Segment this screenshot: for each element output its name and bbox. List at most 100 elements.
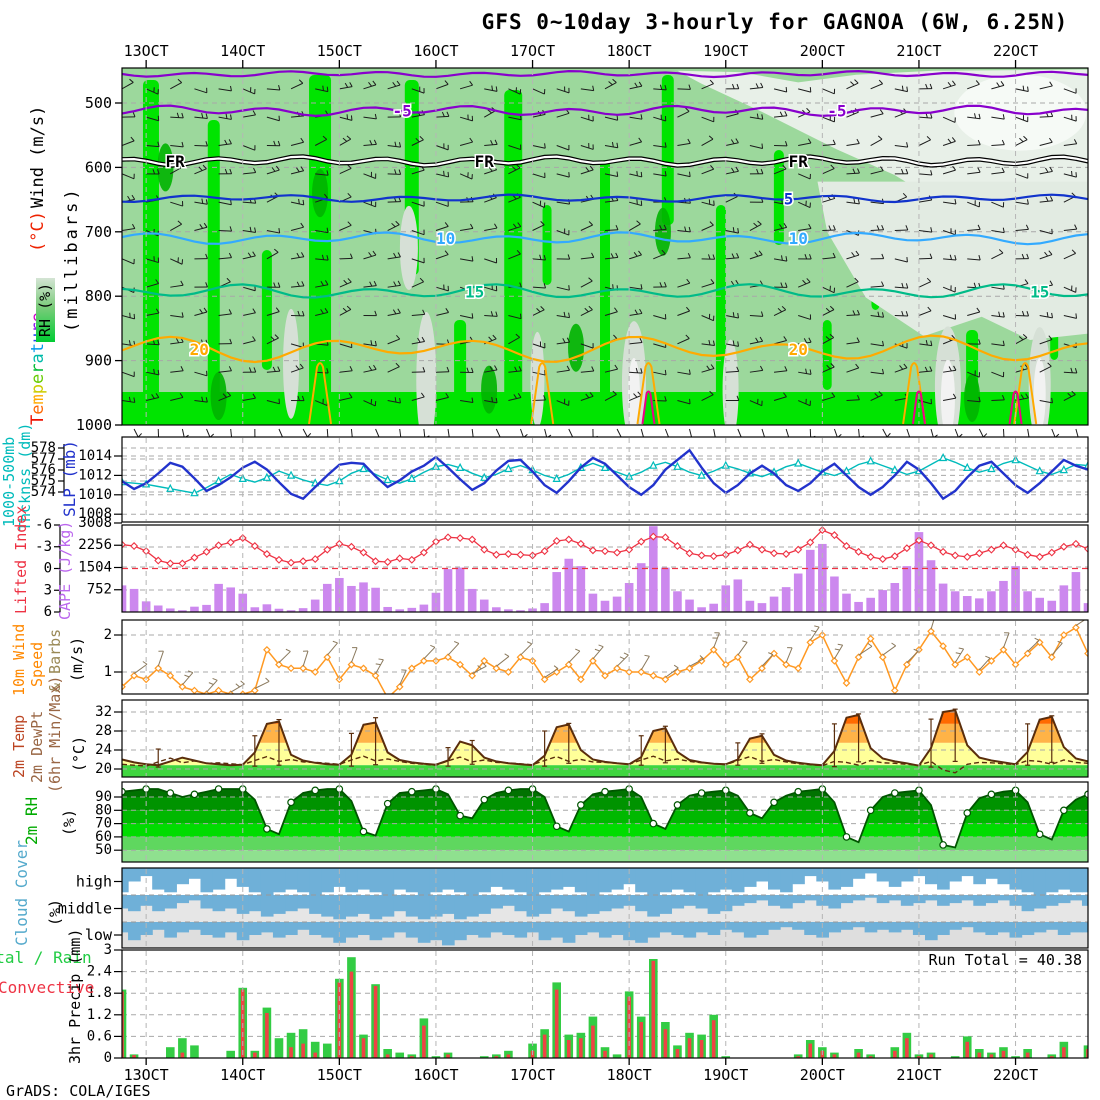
panel-cape-lifted-index	[122, 525, 1088, 612]
panel-10m-wind	[122, 620, 1088, 694]
axis-label-degc: (°C)	[28, 211, 48, 252]
svg-text:90: 90	[95, 789, 112, 805]
svg-text:-5: -5	[393, 102, 412, 121]
svg-text:-5: -5	[827, 102, 846, 121]
svg-text:575: 575	[31, 473, 56, 489]
svg-text:21OCT: 21OCT	[896, 42, 941, 60]
svg-text:70: 70	[95, 816, 112, 832]
svg-text:1: 1	[104, 664, 112, 680]
svg-text:700: 700	[85, 223, 112, 241]
svg-text:1008: 1008	[78, 506, 112, 522]
svg-text:15: 15	[465, 283, 484, 302]
svg-text:576: 576	[31, 462, 56, 478]
svg-text:20: 20	[190, 340, 209, 359]
svg-text:1504: 1504	[78, 559, 112, 575]
rh-legend-label: RH (%)	[36, 277, 55, 342]
svg-text:20: 20	[789, 340, 808, 359]
svg-text:800: 800	[85, 287, 112, 305]
panel-upper-air	[122, 68, 1088, 425]
svg-text:low: low	[85, 926, 113, 944]
svg-text:2: 2	[104, 627, 112, 643]
svg-text:22OCT: 22OCT	[993, 42, 1038, 60]
svg-text:574: 574	[31, 484, 56, 500]
axis-label-cloud-cover: Cloud Cover	[12, 840, 31, 946]
svg-text:14OCT: 14OCT	[220, 42, 265, 60]
panel-slp-thickness	[122, 437, 1088, 522]
svg-text:20: 20	[95, 761, 112, 777]
svg-text:-6: -6	[35, 517, 52, 533]
svg-text:60: 60	[95, 829, 112, 845]
axis-label-minmax: (6hr Min/Max)	[46, 675, 64, 793]
svg-text:900: 900	[85, 352, 112, 370]
svg-text:19OCT: 19OCT	[703, 42, 748, 60]
svg-text:FR: FR	[165, 152, 185, 171]
axis-label-10m-wind: 10m Wind	[10, 623, 28, 696]
svg-text:16OCT: 16OCT	[413, 42, 458, 60]
axis-label-speed: Speed	[28, 641, 46, 687]
svg-text:0: 0	[104, 1050, 112, 1066]
axis-label-rh-pct: (%)	[60, 808, 78, 836]
svg-text:14OCT: 14OCT	[220, 1066, 265, 1084]
svg-text:22OCT: 22OCT	[993, 1066, 1038, 1084]
svg-text:2.4: 2.4	[87, 964, 112, 980]
svg-text:10: 10	[436, 229, 455, 248]
panel-2m-rh	[122, 782, 1088, 862]
axis-label-wind: Wind (m/s)	[28, 105, 48, 208]
svg-text:24: 24	[95, 742, 112, 758]
svg-text:middle: middle	[58, 900, 112, 918]
axis-label-2m-dewpt: 2m DewPt	[28, 710, 46, 783]
svg-text:80: 80	[95, 802, 112, 818]
svg-text:752: 752	[87, 582, 112, 598]
svg-text:13OCT: 13OCT	[124, 42, 169, 60]
axis-label-degc-2m: (°C)	[70, 735, 88, 772]
svg-text:3008: 3008	[78, 515, 112, 531]
svg-text:578: 578	[31, 440, 56, 456]
credit-text: GrADS: COLA/IGES	[6, 1082, 151, 1100]
svg-text:3: 3	[44, 582, 52, 598]
svg-text:15OCT: 15OCT	[317, 1066, 362, 1084]
svg-text:0: 0	[44, 561, 52, 577]
legend-convective: Convective	[0, 978, 95, 997]
axis-label-slp: SLP (mb)	[60, 439, 79, 517]
svg-text:FR: FR	[475, 152, 495, 171]
svg-text:3: 3	[104, 942, 112, 958]
svg-text:18OCT: 18OCT	[607, 1066, 652, 1084]
svg-text:1012: 1012	[78, 467, 112, 483]
svg-text:577: 577	[31, 451, 56, 467]
svg-text:13OCT: 13OCT	[124, 1066, 169, 1084]
svg-text:20OCT: 20OCT	[800, 42, 845, 60]
page-title: GFS 0~10day 3-hourly for GAGNOA (6W, 6.2…	[481, 10, 1069, 34]
svg-text:1010: 1010	[78, 487, 112, 503]
axis-label-cloud-pct: (%)	[46, 898, 64, 926]
svg-text:17OCT: 17OCT	[510, 1066, 555, 1084]
svg-text:16OCT: 16OCT	[413, 1066, 458, 1084]
svg-text:15: 15	[1030, 283, 1049, 302]
panel-2m-temp	[122, 700, 1088, 777]
axis-label-ms: (m/s)	[68, 636, 86, 682]
svg-text:-3: -3	[35, 539, 52, 555]
axis-label-millibars: (millibars)	[62, 186, 82, 332]
svg-text:1.8: 1.8	[87, 985, 112, 1001]
svg-text:10: 10	[789, 229, 808, 248]
legend-total-rain: Total / Rain	[0, 948, 92, 967]
upper-air-wind-barbs	[122, 78, 1088, 407]
axis-label-2m-temp: 2m Temp	[10, 714, 28, 778]
svg-text:high: high	[76, 873, 112, 891]
svg-text:28: 28	[95, 723, 112, 739]
svg-text:6: 6	[44, 604, 52, 620]
svg-text:5: 5	[784, 189, 794, 208]
svg-text:0.6: 0.6	[87, 1028, 112, 1044]
svg-text:15OCT: 15OCT	[317, 42, 362, 60]
run-total-text: Run Total = 40.38	[928, 951, 1082, 969]
svg-text:17OCT: 17OCT	[510, 42, 555, 60]
panel-cloud-cover	[122, 868, 1088, 948]
svg-text:18OCT: 18OCT	[607, 42, 652, 60]
panel-precip	[122, 950, 1088, 1058]
axis-label-2m-rh: 2m RH	[22, 796, 41, 845]
svg-text:32: 32	[95, 704, 112, 720]
svg-text:21OCT: 21OCT	[896, 1066, 941, 1084]
svg-text:600: 600	[85, 158, 112, 176]
axis-label-cape: CAPE (J/kg)	[56, 520, 74, 620]
